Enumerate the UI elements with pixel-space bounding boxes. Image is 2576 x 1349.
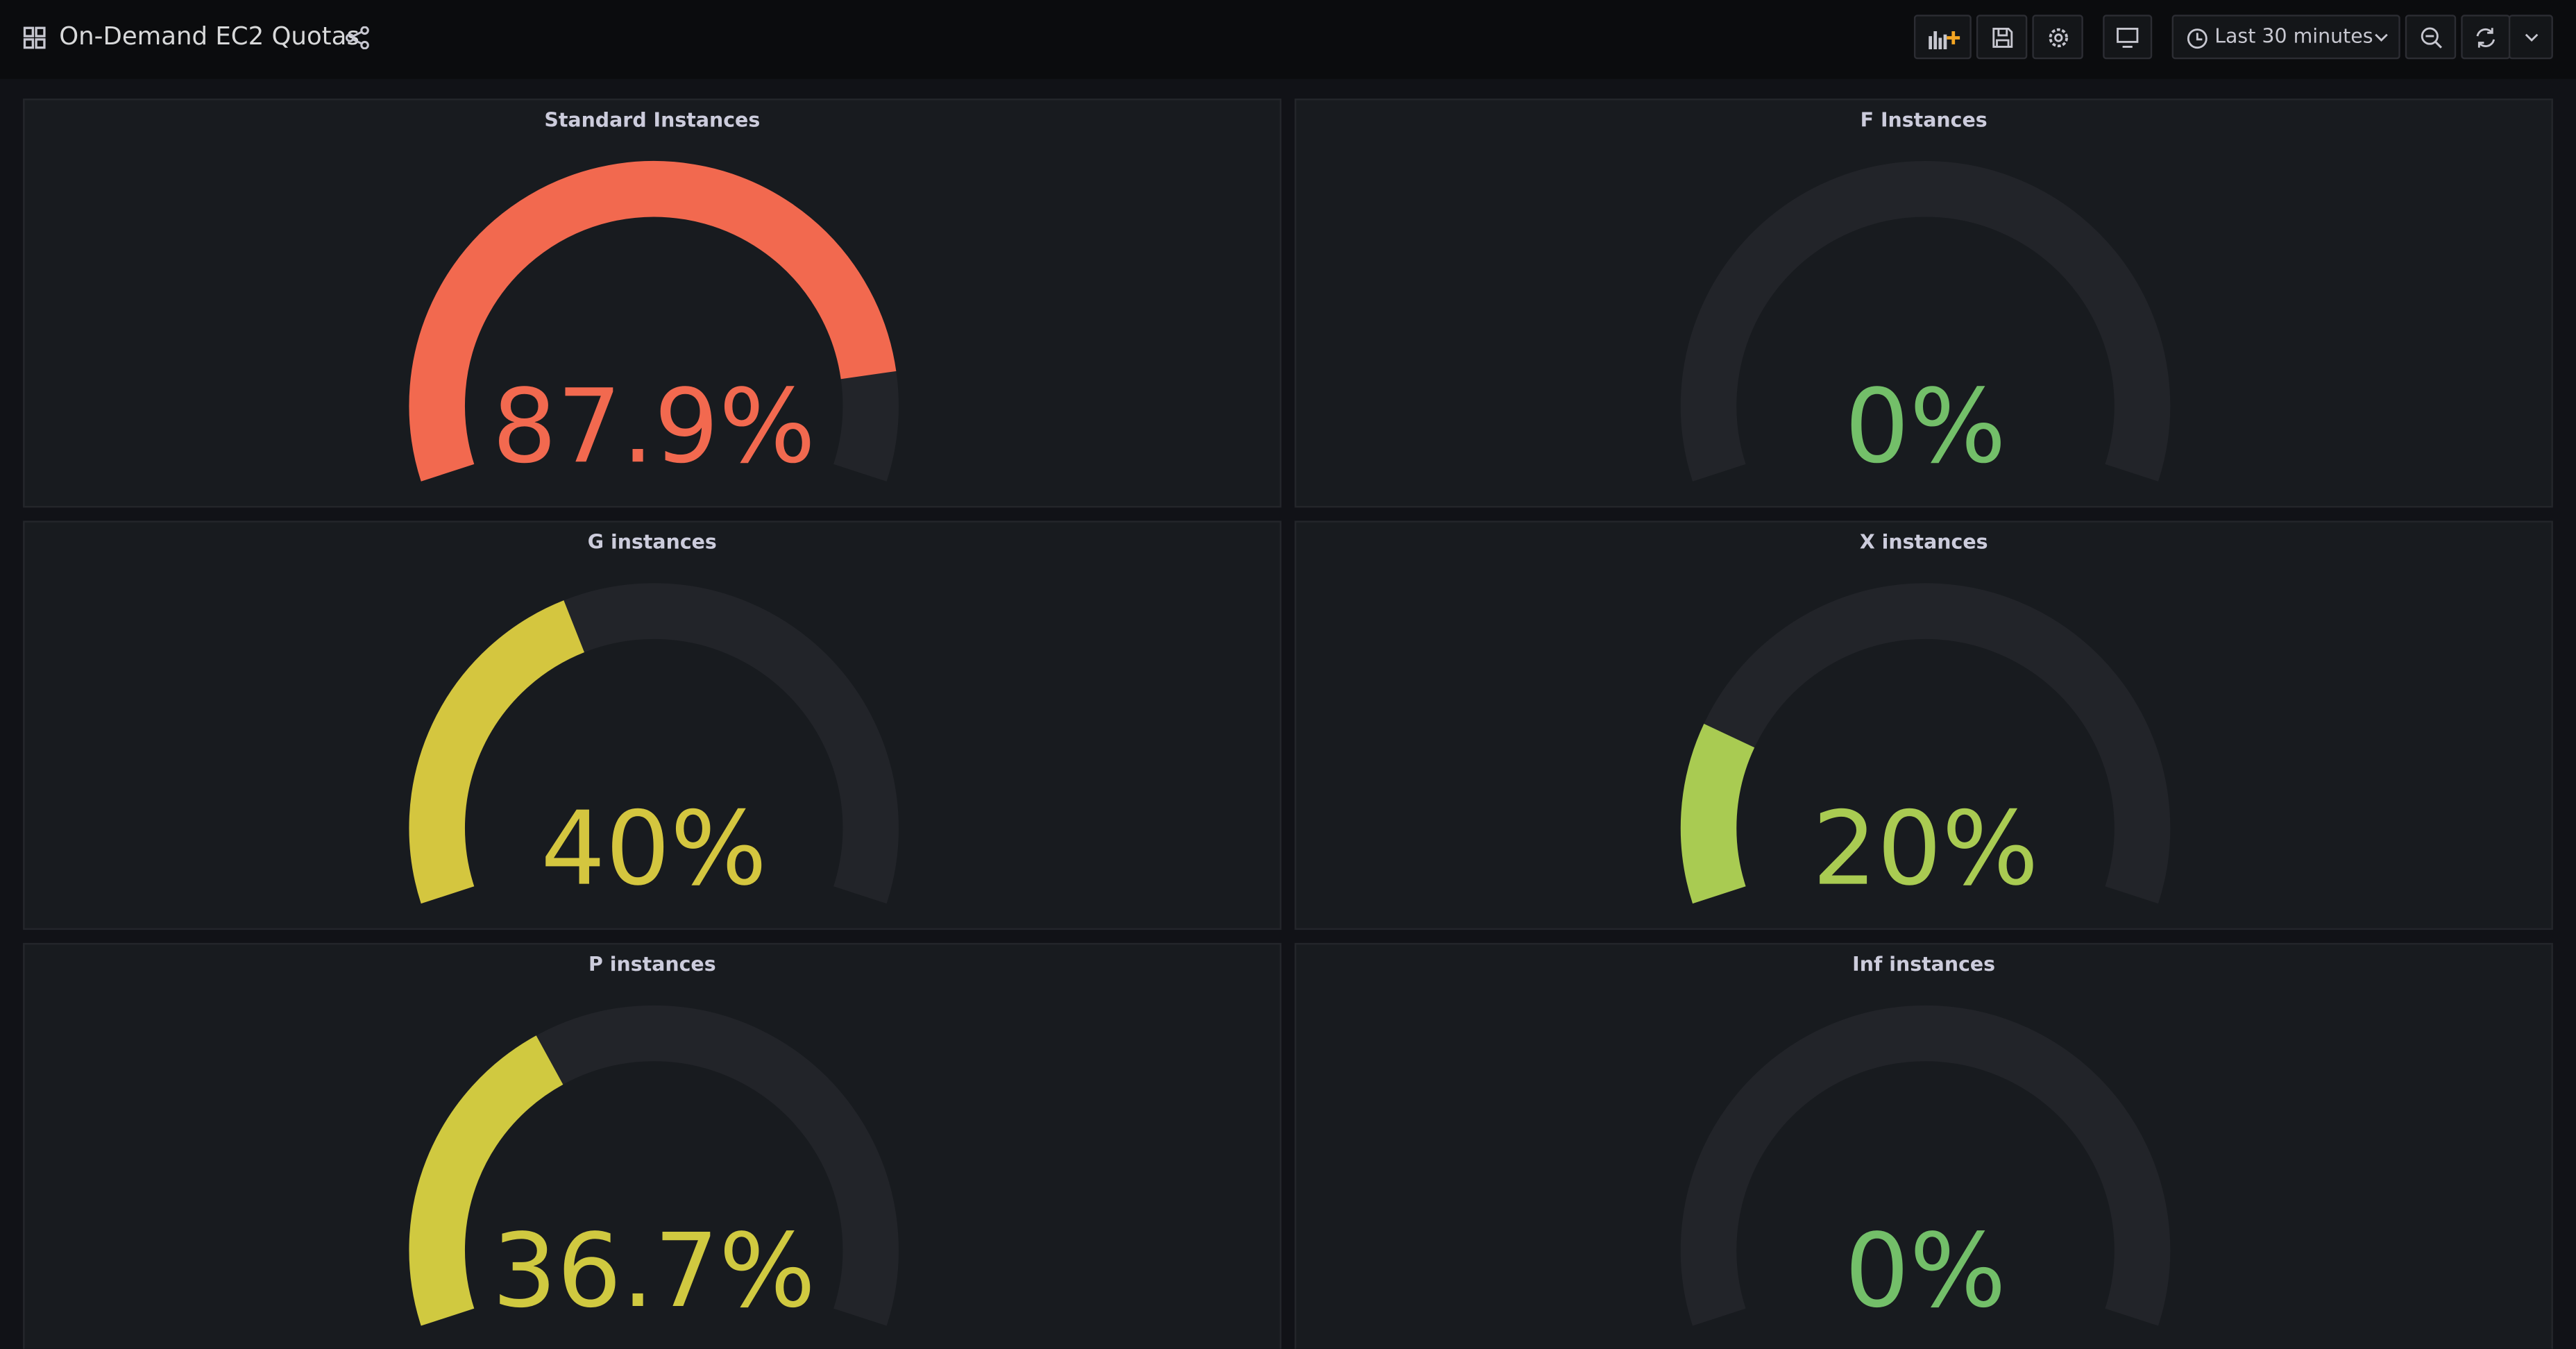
panel-title: Inf instances bbox=[1852, 953, 1996, 976]
panel-title: G instances bbox=[587, 530, 717, 554]
share-icon[interactable] bbox=[345, 26, 370, 50]
top-bar: On-Demand EC2 Quotas Last 30 minutes bbox=[0, 0, 2576, 79]
gauge-panel: G instances 40% bbox=[23, 520, 1282, 930]
gauge-track bbox=[1680, 1005, 2171, 1326]
tv-mode-button[interactable] bbox=[2103, 15, 2153, 60]
panel-title: X instances bbox=[1859, 530, 1988, 554]
gauge-panel: F Instances 0% bbox=[1294, 99, 2553, 508]
gauge: 0% bbox=[1680, 1005, 2171, 1330]
refresh-button[interactable] bbox=[2461, 15, 2511, 60]
gauge-arc bbox=[409, 600, 585, 904]
time-picker[interactable]: Last 30 minutes bbox=[2171, 15, 2400, 60]
refresh-interval-button[interactable] bbox=[2508, 15, 2553, 60]
gauge: 20% bbox=[1680, 583, 2171, 908]
gauge: 40% bbox=[409, 583, 899, 908]
save-button[interactable] bbox=[1976, 15, 2028, 60]
panel-title: F Instances bbox=[1860, 108, 1988, 132]
gauge-panel: P instances 36.7% bbox=[23, 942, 1282, 1349]
grid-icon[interactable] bbox=[23, 26, 46, 49]
gauge-value: 0% bbox=[1845, 1212, 2006, 1330]
gauge-panel: X instances 20% bbox=[1294, 520, 2553, 930]
gauge-arc bbox=[409, 161, 897, 482]
gauge: 0% bbox=[1680, 161, 2171, 486]
gauge-value: 20% bbox=[1812, 790, 2038, 908]
gauge-arc bbox=[1680, 723, 1755, 904]
gauge-panel: Standard Instances 87.9% bbox=[23, 99, 1282, 508]
gauge: 36.7% bbox=[409, 1005, 899, 1330]
gauge-panel: Inf instances 0% bbox=[1294, 942, 2553, 1349]
gauge-value: 40% bbox=[541, 790, 767, 908]
panel-title: Standard Instances bbox=[544, 108, 761, 132]
time-range: Last 30 minutes bbox=[2214, 24, 2373, 48]
add-panel-button[interactable] bbox=[1913, 15, 1972, 60]
settings-button[interactable] bbox=[2032, 15, 2083, 60]
gauge: 87.9% bbox=[409, 161, 899, 486]
gauge-value: 36.7% bbox=[492, 1212, 815, 1330]
dashboard-title[interactable]: On-Demand EC2 Quotas bbox=[59, 21, 359, 51]
gauge-value: 0% bbox=[1845, 367, 2006, 486]
zoom-out-button[interactable] bbox=[2405, 15, 2457, 60]
panel-title: P instances bbox=[588, 953, 716, 976]
gauge-arc bbox=[409, 1035, 564, 1326]
gauge-value: 87.9% bbox=[492, 367, 815, 486]
gauge-track bbox=[1680, 161, 2171, 482]
